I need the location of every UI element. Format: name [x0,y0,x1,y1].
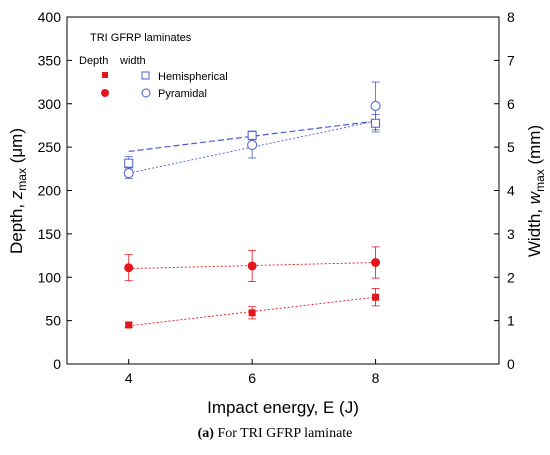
y-tick-label-left: 50 [45,313,61,329]
y-tick-label-left: 250 [38,139,62,155]
chart-title: TRI GFRP laminates [90,32,192,44]
point-depth-pyramidal [124,263,134,273]
data-points [123,100,381,329]
y-tick-label-right: 4 [507,183,515,199]
legend: Depth width Hemispherical Pyramidal [79,55,228,100]
y-tick-label-left: 400 [38,9,62,25]
legend-header-depth: Depth [79,55,108,67]
point-width-pyramidal [370,100,381,111]
y-axis-title-right: Width, wmax (mm) [525,125,547,257]
point-width-hemispherical [124,158,134,168]
legend-marker-width-hemispherical [141,71,150,80]
y-tick-label-right: 0 [507,356,515,372]
legend-marker-depth-hemispherical [102,72,108,78]
y-tick-label-right: 2 [507,269,515,285]
point-width-hemispherical [371,118,381,128]
point-depth-hemispherical [248,309,256,317]
y-tick-label-left: 100 [38,269,62,285]
point-width-hemispherical [247,130,257,140]
y-tick-label-right: 5 [507,139,515,155]
point-depth-hemispherical [125,321,133,329]
y-tick-label-right: 3 [507,226,515,242]
x-tick-label: 4 [125,370,133,386]
legend-marker-depth-pyramidal [101,89,109,97]
point-depth-hemispherical [372,293,380,301]
caption-label: (a) [197,426,214,441]
x-tick-label: 8 [372,370,380,386]
point-depth-pyramidal [247,261,257,271]
y-tick-label-left: 350 [38,52,62,68]
y-tick-label-right: 8 [507,9,515,25]
plot-frame [66,16,500,365]
y-tick-label-left: 150 [38,226,62,242]
y-tick-label-left: 0 [53,356,61,372]
y-tick-label-left: 300 [38,96,62,112]
ticks-layer: 4 6 8 0 50 100 150 200 250 300 350 400 0 1 2 3 4 5 6 7 8 [38,9,515,386]
point-width-pyramidal [247,139,258,150]
legend-label-hemispherical: Hemispherical [158,71,228,83]
y-tick-label-right: 6 [507,96,515,112]
legend-header-width: width [119,55,146,67]
caption-text: For TRI GFRP laminate [213,426,353,441]
y-axis-title-left: Depth, zmax (μm) [7,128,29,254]
chart: 4 6 8 0 50 100 150 200 250 300 350 400 0 1 2 3 4 5 6 7 8 TRI… [7,9,547,417]
y-tick-label-right: 1 [507,313,515,329]
point-depth-pyramidal [371,258,381,268]
x-axis-title: Impact energy, E (J) [207,398,359,417]
fit-line-width-hemispherical [128,120,376,153]
legend-label-pyramidal: Pyramidal [158,88,207,100]
error-bars [124,81,380,328]
legend-marker-width-pyramidal [141,88,151,98]
figure-caption: (a) For TRI GFRP laminate [0,426,550,442]
x-tick-label: 6 [248,370,256,386]
y-tick-label-right: 7 [507,52,515,68]
point-width-pyramidal [123,168,134,179]
y-tick-label-left: 200 [38,183,62,199]
fit-line-depth-pyramidal [128,262,376,270]
